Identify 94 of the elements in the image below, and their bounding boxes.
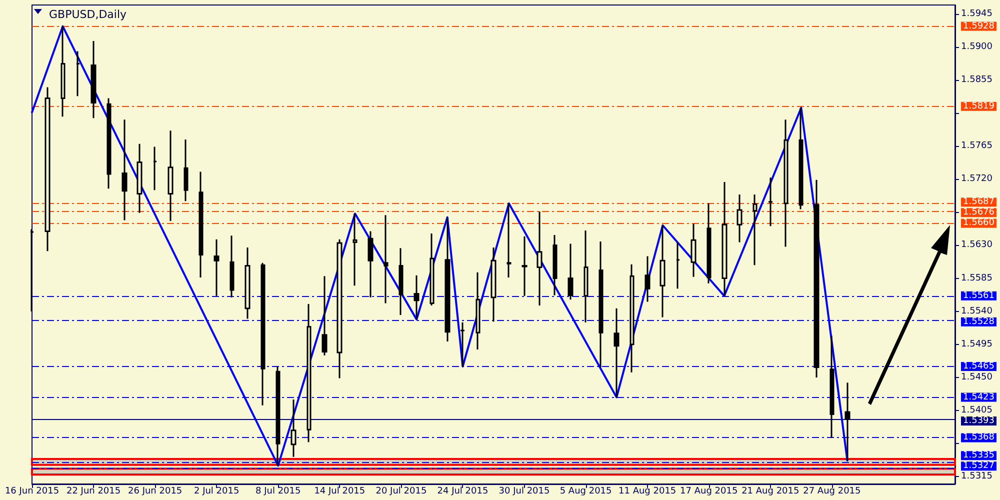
candlestick <box>122 118 128 222</box>
candlestick <box>136 143 142 214</box>
candlestick <box>30 228 34 312</box>
candlestick <box>798 107 804 210</box>
candlestick <box>784 118 788 248</box>
candlestick <box>90 40 96 119</box>
ref-line-label: 1.5423 <box>963 392 994 402</box>
x-tick-label: 16 Jun 2015 <box>4 486 60 496</box>
candlestick <box>152 146 158 191</box>
candlestick <box>322 275 328 356</box>
y-tick-label: 1.5495 <box>961 339 992 350</box>
candlestick <box>476 272 480 350</box>
x-tick-label: 2 Jul 2015 <box>194 486 240 496</box>
candlestick <box>630 264 634 374</box>
candlestick <box>44 86 50 252</box>
candlestick <box>384 214 388 304</box>
candlestick <box>444 216 450 342</box>
ref-line-label: 1.5687 <box>963 197 994 208</box>
candlestick <box>830 334 834 438</box>
ref-line-label: 1.5528 <box>963 316 995 327</box>
candlestick <box>598 240 604 368</box>
y-tick-label: 1.5900 <box>961 42 993 52</box>
candlestick <box>244 246 250 320</box>
x-tick-label: 30 Jul 2015 <box>498 486 550 496</box>
x-tick-label: 22 Jun 2015 <box>66 486 121 496</box>
candlestick <box>614 308 620 398</box>
ref-line-label: 1.5335 <box>963 450 994 461</box>
candlestick <box>584 230 588 324</box>
y-tick-label: 1.5720 <box>961 174 993 184</box>
x-tick-label: 24 Jul 2015 <box>437 486 488 496</box>
candlestick <box>214 238 220 297</box>
ref-line-label: 1.5368 <box>963 432 995 443</box>
x-tick-label: 14 Jul 2015 <box>314 486 366 496</box>
y-tick-label: 1.5585 <box>961 273 992 284</box>
candlestick <box>336 238 342 379</box>
candlestick <box>522 236 528 297</box>
candlestick <box>506 202 512 278</box>
ref-line-label: 1.5393 <box>963 416 994 426</box>
y-tick-label: 1.5945 <box>961 8 992 19</box>
ref-line-label: 1.5465 <box>963 361 994 372</box>
ref-line-label: 1.5819 <box>963 101 995 112</box>
candlestick <box>490 246 496 322</box>
candlestick <box>398 247 404 316</box>
x-tick-label: 20 Jul 2015 <box>376 486 427 496</box>
x-tick-label: 21 Aug 2015 <box>742 486 800 496</box>
candlestick <box>168 130 174 222</box>
x-tick-label: 5 Aug 2015 <box>560 486 612 496</box>
x-tick-label: 11 Aug 2015 <box>618 486 676 496</box>
candlestick <box>814 179 820 378</box>
ref-line-label: 1.5561 <box>963 290 994 301</box>
candlestick <box>60 26 66 118</box>
candlestick <box>352 212 358 286</box>
x-tick-label: 17 Aug 2015 <box>680 486 738 496</box>
candlestick <box>230 234 234 298</box>
candlestick <box>676 242 680 290</box>
candlestick <box>76 50 80 97</box>
candlestick <box>660 224 666 318</box>
ref-line-label: 1.5327 <box>963 461 994 472</box>
candlestick <box>430 232 434 306</box>
candlestick <box>736 194 742 244</box>
y-tick-label: 1.5315 <box>961 472 992 482</box>
candlestick <box>460 322 466 368</box>
candlestick <box>198 171 204 278</box>
candlestick <box>690 223 696 278</box>
ref-line-label: 1.5676 <box>963 208 995 218</box>
y-tick-label: 1.5630 <box>961 240 993 250</box>
candlestick <box>568 243 574 300</box>
candlestick <box>752 194 758 266</box>
candlestick <box>414 274 420 320</box>
x-tick-label: 26 Jun 2015 <box>128 486 182 496</box>
candlestick <box>260 262 266 406</box>
x-tick-label: 27 Aug 2015 <box>803 486 861 496</box>
candlestick <box>844 382 850 462</box>
ref-line-label: 1.5660 <box>963 218 995 228</box>
y-tick-label: 1.5765 <box>961 141 992 152</box>
candlestick <box>306 303 312 443</box>
y-tick-label: 1.5540 <box>961 306 993 316</box>
y-tick-label: 1.5450 <box>961 372 993 382</box>
candlestick <box>706 202 712 284</box>
x-tick-label: 8 Jul 2015 <box>256 486 301 496</box>
candlestick <box>368 230 374 298</box>
y-tick-label: 1.5405 <box>961 406 992 416</box>
candlestick <box>290 398 296 458</box>
candlestick <box>184 138 188 202</box>
ref-line-label: 1.5928 <box>963 21 995 32</box>
y-tick-label: 1.5855 <box>961 74 992 85</box>
candlestick <box>768 176 774 227</box>
candlestick <box>722 181 728 297</box>
candlestick <box>106 98 112 190</box>
candlestick <box>536 210 542 306</box>
candlestick <box>552 234 558 296</box>
chart-title: GBPUSD,Daily <box>49 8 128 21</box>
candlestick <box>276 366 280 466</box>
candlestick <box>644 256 650 303</box>
